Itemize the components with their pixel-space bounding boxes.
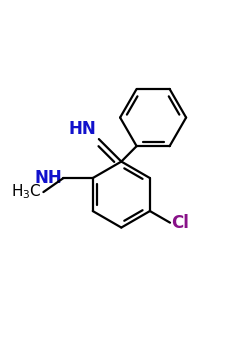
Text: Cl: Cl	[171, 214, 189, 232]
Text: H$_3$C: H$_3$C	[12, 183, 42, 202]
Text: HN: HN	[69, 120, 96, 138]
Text: NH: NH	[34, 169, 62, 187]
